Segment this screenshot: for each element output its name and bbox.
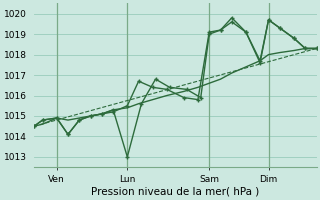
X-axis label: Pression niveau de la mer( hPa ): Pression niveau de la mer( hPa ) xyxy=(91,187,260,197)
